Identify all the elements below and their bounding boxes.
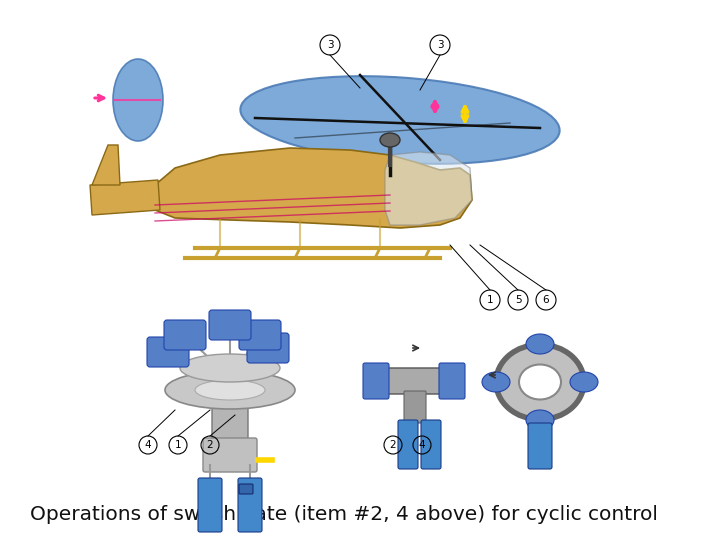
FancyBboxPatch shape [404,391,426,423]
FancyBboxPatch shape [378,368,452,394]
FancyBboxPatch shape [212,368,248,467]
FancyBboxPatch shape [147,337,189,367]
FancyBboxPatch shape [238,478,262,532]
FancyBboxPatch shape [239,320,281,350]
Ellipse shape [519,364,561,400]
Ellipse shape [570,372,598,392]
Polygon shape [148,148,472,228]
Text: 1: 1 [175,440,181,450]
Ellipse shape [180,354,280,382]
FancyBboxPatch shape [398,420,418,469]
Polygon shape [92,145,120,185]
Text: 4: 4 [145,440,151,450]
Text: 2: 2 [207,440,213,450]
Text: 3: 3 [437,40,444,50]
Text: 3: 3 [327,40,333,50]
Ellipse shape [496,345,584,420]
Ellipse shape [165,371,295,409]
FancyBboxPatch shape [203,438,257,472]
Ellipse shape [380,133,400,147]
Ellipse shape [526,334,554,354]
Ellipse shape [482,372,510,392]
Text: 1: 1 [487,295,493,305]
FancyBboxPatch shape [247,333,289,363]
Text: Operations of swashplate (item #2, 4 above) for cyclic control: Operations of swashplate (item #2, 4 abo… [30,505,658,524]
FancyBboxPatch shape [421,420,441,469]
Polygon shape [385,152,472,225]
Ellipse shape [240,76,559,164]
FancyBboxPatch shape [209,310,251,340]
FancyBboxPatch shape [239,484,253,494]
FancyBboxPatch shape [164,320,206,350]
FancyBboxPatch shape [363,363,389,399]
FancyBboxPatch shape [528,423,552,469]
FancyBboxPatch shape [198,478,222,532]
Ellipse shape [526,410,554,430]
Text: 6: 6 [543,295,549,305]
Ellipse shape [113,59,163,141]
FancyBboxPatch shape [439,363,465,399]
Text: 2: 2 [390,440,396,450]
Text: 4: 4 [419,440,426,450]
Ellipse shape [195,380,265,400]
Polygon shape [90,180,160,215]
Text: 5: 5 [515,295,521,305]
